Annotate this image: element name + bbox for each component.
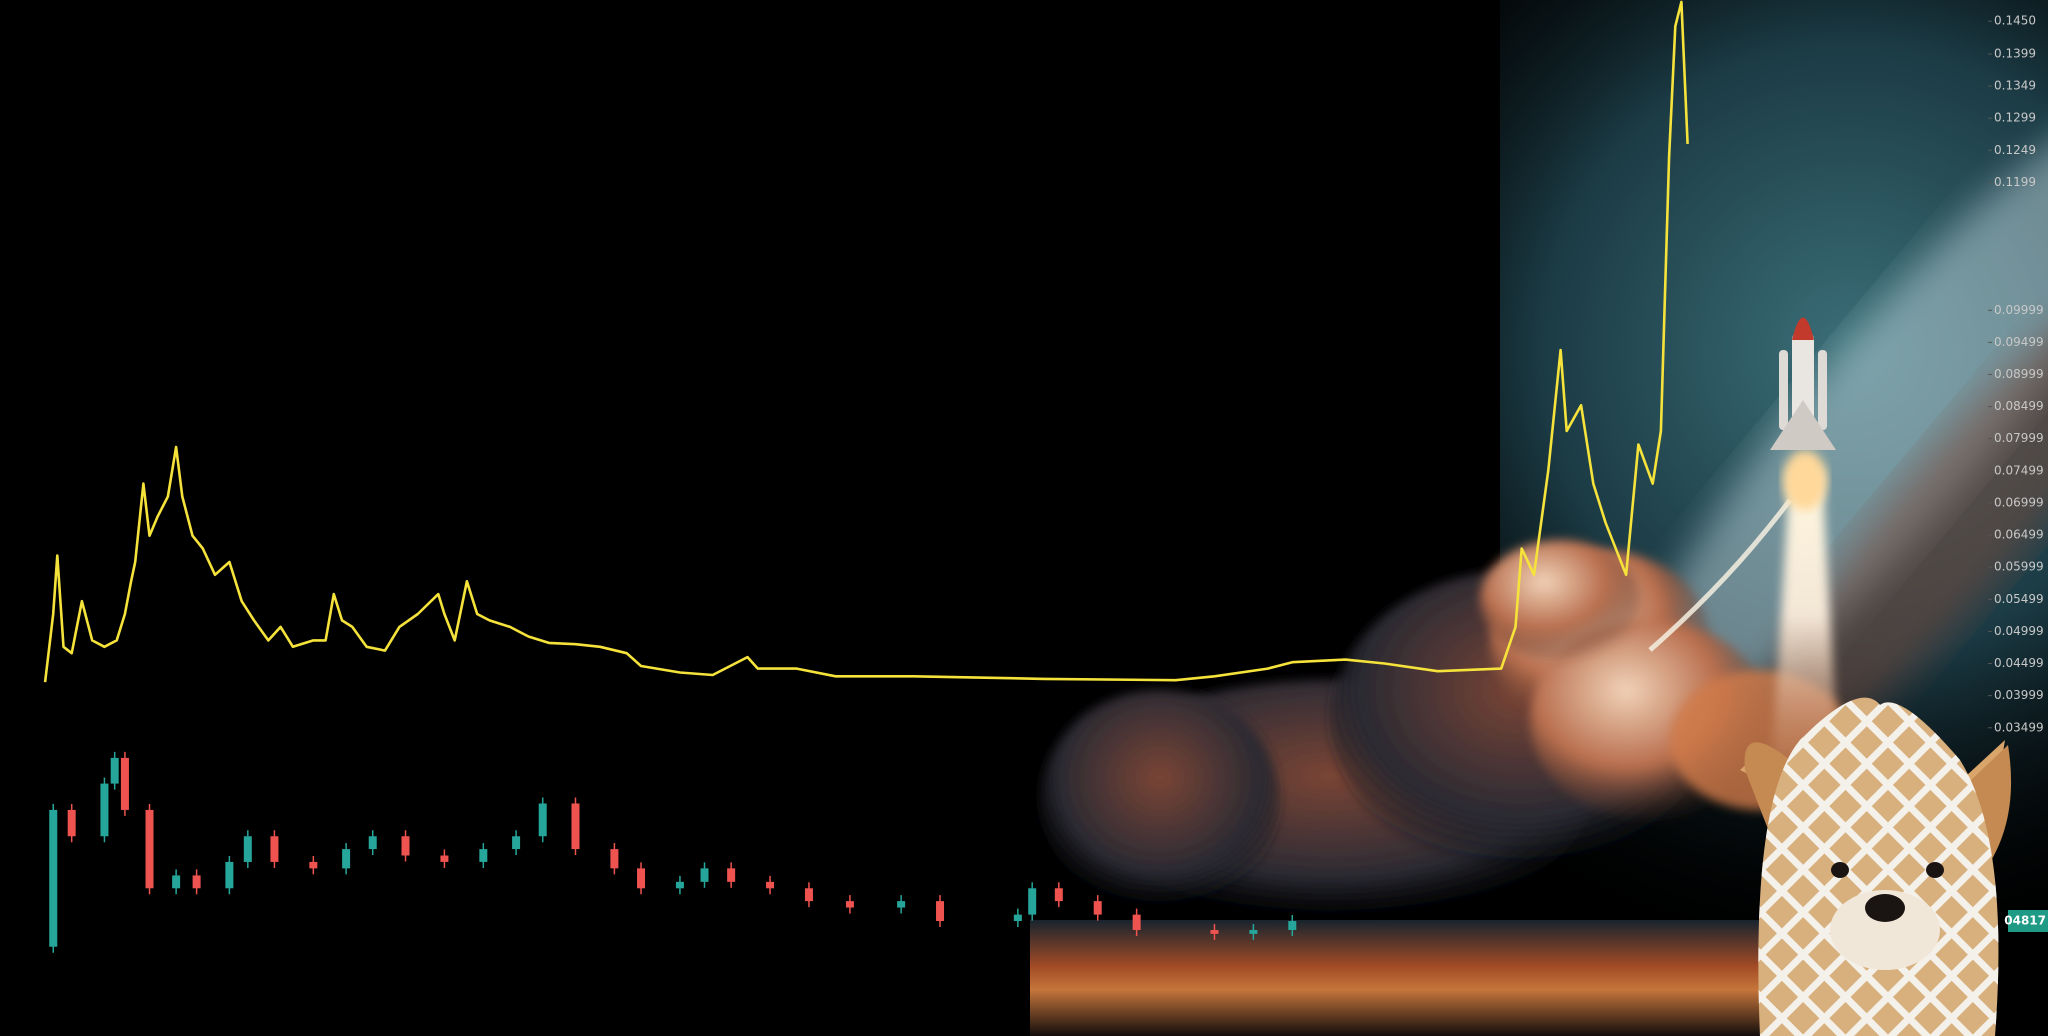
candle-body [479, 849, 488, 862]
dog [1740, 697, 2012, 1036]
candle-body [1249, 930, 1258, 934]
candle-body [401, 836, 410, 856]
candle-body [440, 855, 449, 862]
candle-body [804, 888, 813, 902]
candle-body [700, 868, 709, 882]
y-tick-label: 0.03499 [1994, 720, 2044, 734]
price-line [43, 0, 1689, 683]
candle-body [571, 803, 580, 850]
candle-body [936, 901, 945, 922]
candle-body [538, 803, 547, 837]
price-tag-box [2008, 910, 2048, 932]
candle-body [637, 868, 646, 889]
candle-body [243, 836, 252, 862]
candle-body [1028, 888, 1037, 915]
y-tick-label: 0.1249 [1994, 143, 2036, 157]
y-tick-label: 0.04499 [1994, 656, 2044, 670]
y-tick-label: 0.1399 [1994, 46, 2036, 60]
y-tick-label: 0.1299 [1994, 111, 2036, 125]
y-tick-label: 0.1199 [1994, 175, 2036, 189]
candle-body [192, 875, 201, 889]
y-tick-label: 0.05999 [1994, 560, 2044, 574]
plot-area: 0.1450 0.1399 0.1349 0.1299 0.1249 0.1199 0.09… [43, 0, 2048, 953]
candle-body [225, 861, 234, 889]
candle-body [1288, 921, 1297, 931]
candle-body [270, 836, 279, 862]
candle-body [110, 757, 119, 784]
candle-body [675, 881, 684, 889]
y-tick-label: 0.07999 [1994, 431, 2044, 445]
candle-body [145, 809, 154, 889]
candle-body [1210, 930, 1219, 934]
candle-body [172, 875, 181, 889]
y-tick-label: 0.03999 [1994, 688, 2044, 702]
candle-body [897, 901, 906, 908]
y-tick-label: 0.06499 [1994, 528, 2044, 542]
candle-body [49, 809, 58, 947]
candle-body [309, 861, 318, 869]
y-tick-label: 0.08499 [1994, 399, 2044, 413]
y-tick-label: 0.04999 [1994, 624, 2044, 638]
y-tick-label: 0.1349 [1994, 79, 2036, 93]
rocket [1770, 317, 1836, 450]
y-tick-label: 0.07499 [1994, 463, 2044, 477]
candle-body [368, 836, 377, 850]
candle-body [845, 901, 854, 908]
candle-body [100, 783, 109, 837]
candle-body [1132, 914, 1141, 931]
candle-body [342, 849, 351, 869]
y-tick-label: 0.08999 [1994, 367, 2044, 381]
y-tick-label: 0.05499 [1994, 592, 2044, 606]
y-tick-label: 0.09499 [1994, 335, 2044, 349]
y-tick-label: 0.1450 [1994, 14, 2036, 28]
candle-body [1013, 914, 1022, 922]
candle-body [120, 757, 129, 810]
candle-body [766, 881, 775, 889]
candle-body [1054, 888, 1063, 902]
candle-body [67, 809, 76, 837]
candle-body [512, 836, 521, 850]
y-tick-label: 0.09999 [1994, 303, 2044, 317]
y-tick-label: 0.06999 [1994, 495, 2044, 509]
candle-body [610, 849, 619, 869]
price-tag: 04817 [2004, 914, 2046, 928]
candle-body [1093, 901, 1102, 915]
candle-body [727, 868, 736, 882]
